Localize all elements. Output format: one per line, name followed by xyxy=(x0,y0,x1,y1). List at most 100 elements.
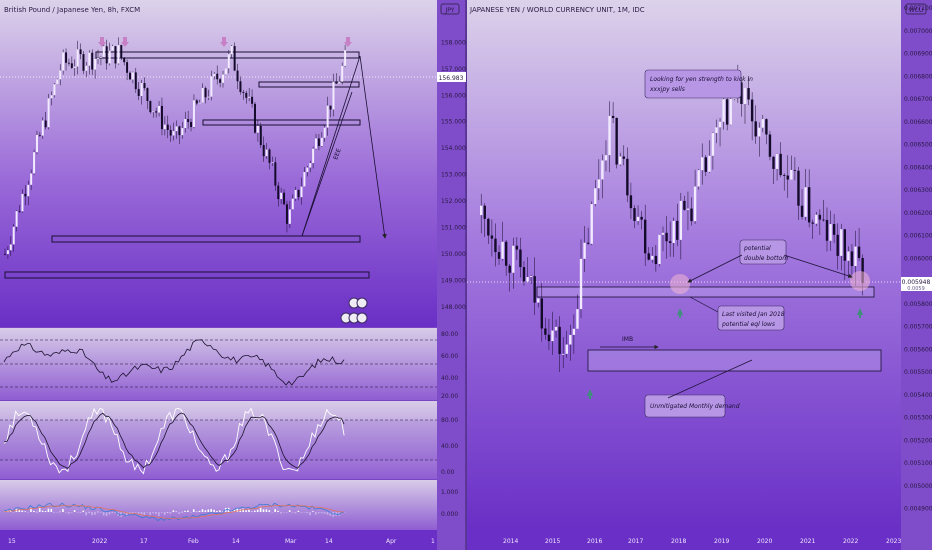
candle xyxy=(102,46,105,57)
note-double-bottom[interactable]: potential double bottom xyxy=(739,239,788,265)
candle xyxy=(9,244,12,251)
macd-bar xyxy=(181,511,183,513)
candle xyxy=(123,57,126,63)
left-time-tick: Feb xyxy=(188,538,199,545)
zone-resistance[interactable] xyxy=(258,81,360,88)
candle xyxy=(772,156,775,169)
right-time-tick: 2017 xyxy=(628,538,643,545)
candle xyxy=(797,170,800,206)
candle xyxy=(312,148,315,164)
zone-top[interactable] xyxy=(95,51,360,59)
right-price-tick: 0.006900 xyxy=(904,51,932,58)
svg-text:Unmitigated Monthly demand: Unmitigated Monthly demand xyxy=(650,403,740,410)
candle xyxy=(285,204,288,224)
candle xyxy=(561,353,565,355)
macd-bar xyxy=(216,510,218,512)
macd-bar xyxy=(175,511,178,513)
candle xyxy=(533,276,536,303)
candle xyxy=(718,121,722,128)
macd-bar xyxy=(35,511,38,513)
macd-bar xyxy=(320,512,323,514)
macd-bar xyxy=(184,510,186,512)
candle xyxy=(544,328,547,335)
candle xyxy=(99,56,102,58)
right-time-tick: 2015 xyxy=(545,538,560,545)
macd-bar xyxy=(271,512,274,513)
macd-bar xyxy=(12,512,15,513)
svg-text:Last visited Jan 2018: Last visited Jan 2018 xyxy=(722,311,785,318)
right-currency-badge-box[interactable] xyxy=(905,3,927,15)
right-price-tick: 0.007000 xyxy=(904,28,932,35)
candle xyxy=(693,186,697,222)
macd-bar xyxy=(230,510,233,512)
left-price-tick: 158.000 xyxy=(441,39,466,46)
left-price-tick: 156.000 xyxy=(441,92,466,99)
note-imb: IMB xyxy=(622,336,633,343)
macd-bar xyxy=(291,512,294,513)
macd-bar xyxy=(248,509,250,512)
candle xyxy=(178,126,181,136)
candle xyxy=(213,73,216,77)
macd-bar xyxy=(33,510,35,512)
candle xyxy=(683,200,686,210)
note-last-visited[interactable]: Last visited Jan 2018 potential eql lows xyxy=(717,305,785,331)
left-time-axis: 15 2022 17 Feb 14 Mar 14 Apr 1 xyxy=(8,538,435,545)
macd-bar xyxy=(97,511,99,513)
macd-bar xyxy=(126,512,128,517)
macd-bar xyxy=(309,512,311,516)
candle xyxy=(711,132,715,156)
candle xyxy=(262,144,265,157)
note-demand[interactable]: Unmitigated Monthly demand xyxy=(644,394,740,418)
right-zone-demand[interactable] xyxy=(587,349,882,372)
zone-bottom[interactable] xyxy=(4,271,370,279)
candle xyxy=(783,175,786,176)
candle xyxy=(483,205,486,219)
right-price-tick: 0.005500 xyxy=(904,369,932,376)
left-price-tick: 157.000 xyxy=(441,66,466,73)
candle xyxy=(676,220,679,240)
candle xyxy=(303,172,306,187)
macd-bar xyxy=(204,510,207,512)
candle xyxy=(704,157,707,172)
macd-bar xyxy=(38,508,41,512)
candle xyxy=(558,326,561,354)
macd-bar xyxy=(222,511,224,513)
candle xyxy=(690,208,693,222)
candle xyxy=(210,76,213,97)
macd-bar xyxy=(155,512,157,514)
candle xyxy=(815,214,818,224)
candle xyxy=(487,218,490,236)
candle xyxy=(175,126,178,132)
macd-bar xyxy=(24,511,26,512)
macd-bar xyxy=(79,512,82,514)
macd-bar xyxy=(268,510,271,512)
candle xyxy=(59,70,62,80)
right-up-arrows xyxy=(587,308,863,399)
left-currency-badge-box[interactable] xyxy=(440,3,460,15)
candle xyxy=(537,298,540,303)
zone-mid[interactable] xyxy=(202,119,361,126)
left-price-tick: 155.000 xyxy=(441,119,466,126)
indicator-icons[interactable] xyxy=(340,297,368,324)
candle xyxy=(219,79,222,83)
candle xyxy=(187,119,190,123)
stoch-tick: 40.00 xyxy=(441,443,458,450)
right-zone-eql-lows[interactable] xyxy=(536,286,875,298)
right-price-tick: 0.006300 xyxy=(904,187,932,194)
zone-support[interactable] xyxy=(51,235,361,243)
candle xyxy=(265,149,268,157)
candle xyxy=(569,334,572,345)
candle xyxy=(91,52,94,70)
macd-bar xyxy=(294,512,297,514)
macd-bar xyxy=(85,512,87,516)
candle xyxy=(6,250,9,255)
note-yen-strength[interactable]: Looking for yen strength to kick in xxxj… xyxy=(644,69,753,99)
candle xyxy=(661,232,665,235)
right-price-tick: 0.005400 xyxy=(904,392,932,399)
left-time-tick: 17 xyxy=(140,538,148,545)
candle xyxy=(811,222,814,224)
candle xyxy=(38,134,41,136)
candle xyxy=(44,120,47,128)
candle xyxy=(271,162,274,164)
right-time-tick: 2014 xyxy=(503,538,518,545)
